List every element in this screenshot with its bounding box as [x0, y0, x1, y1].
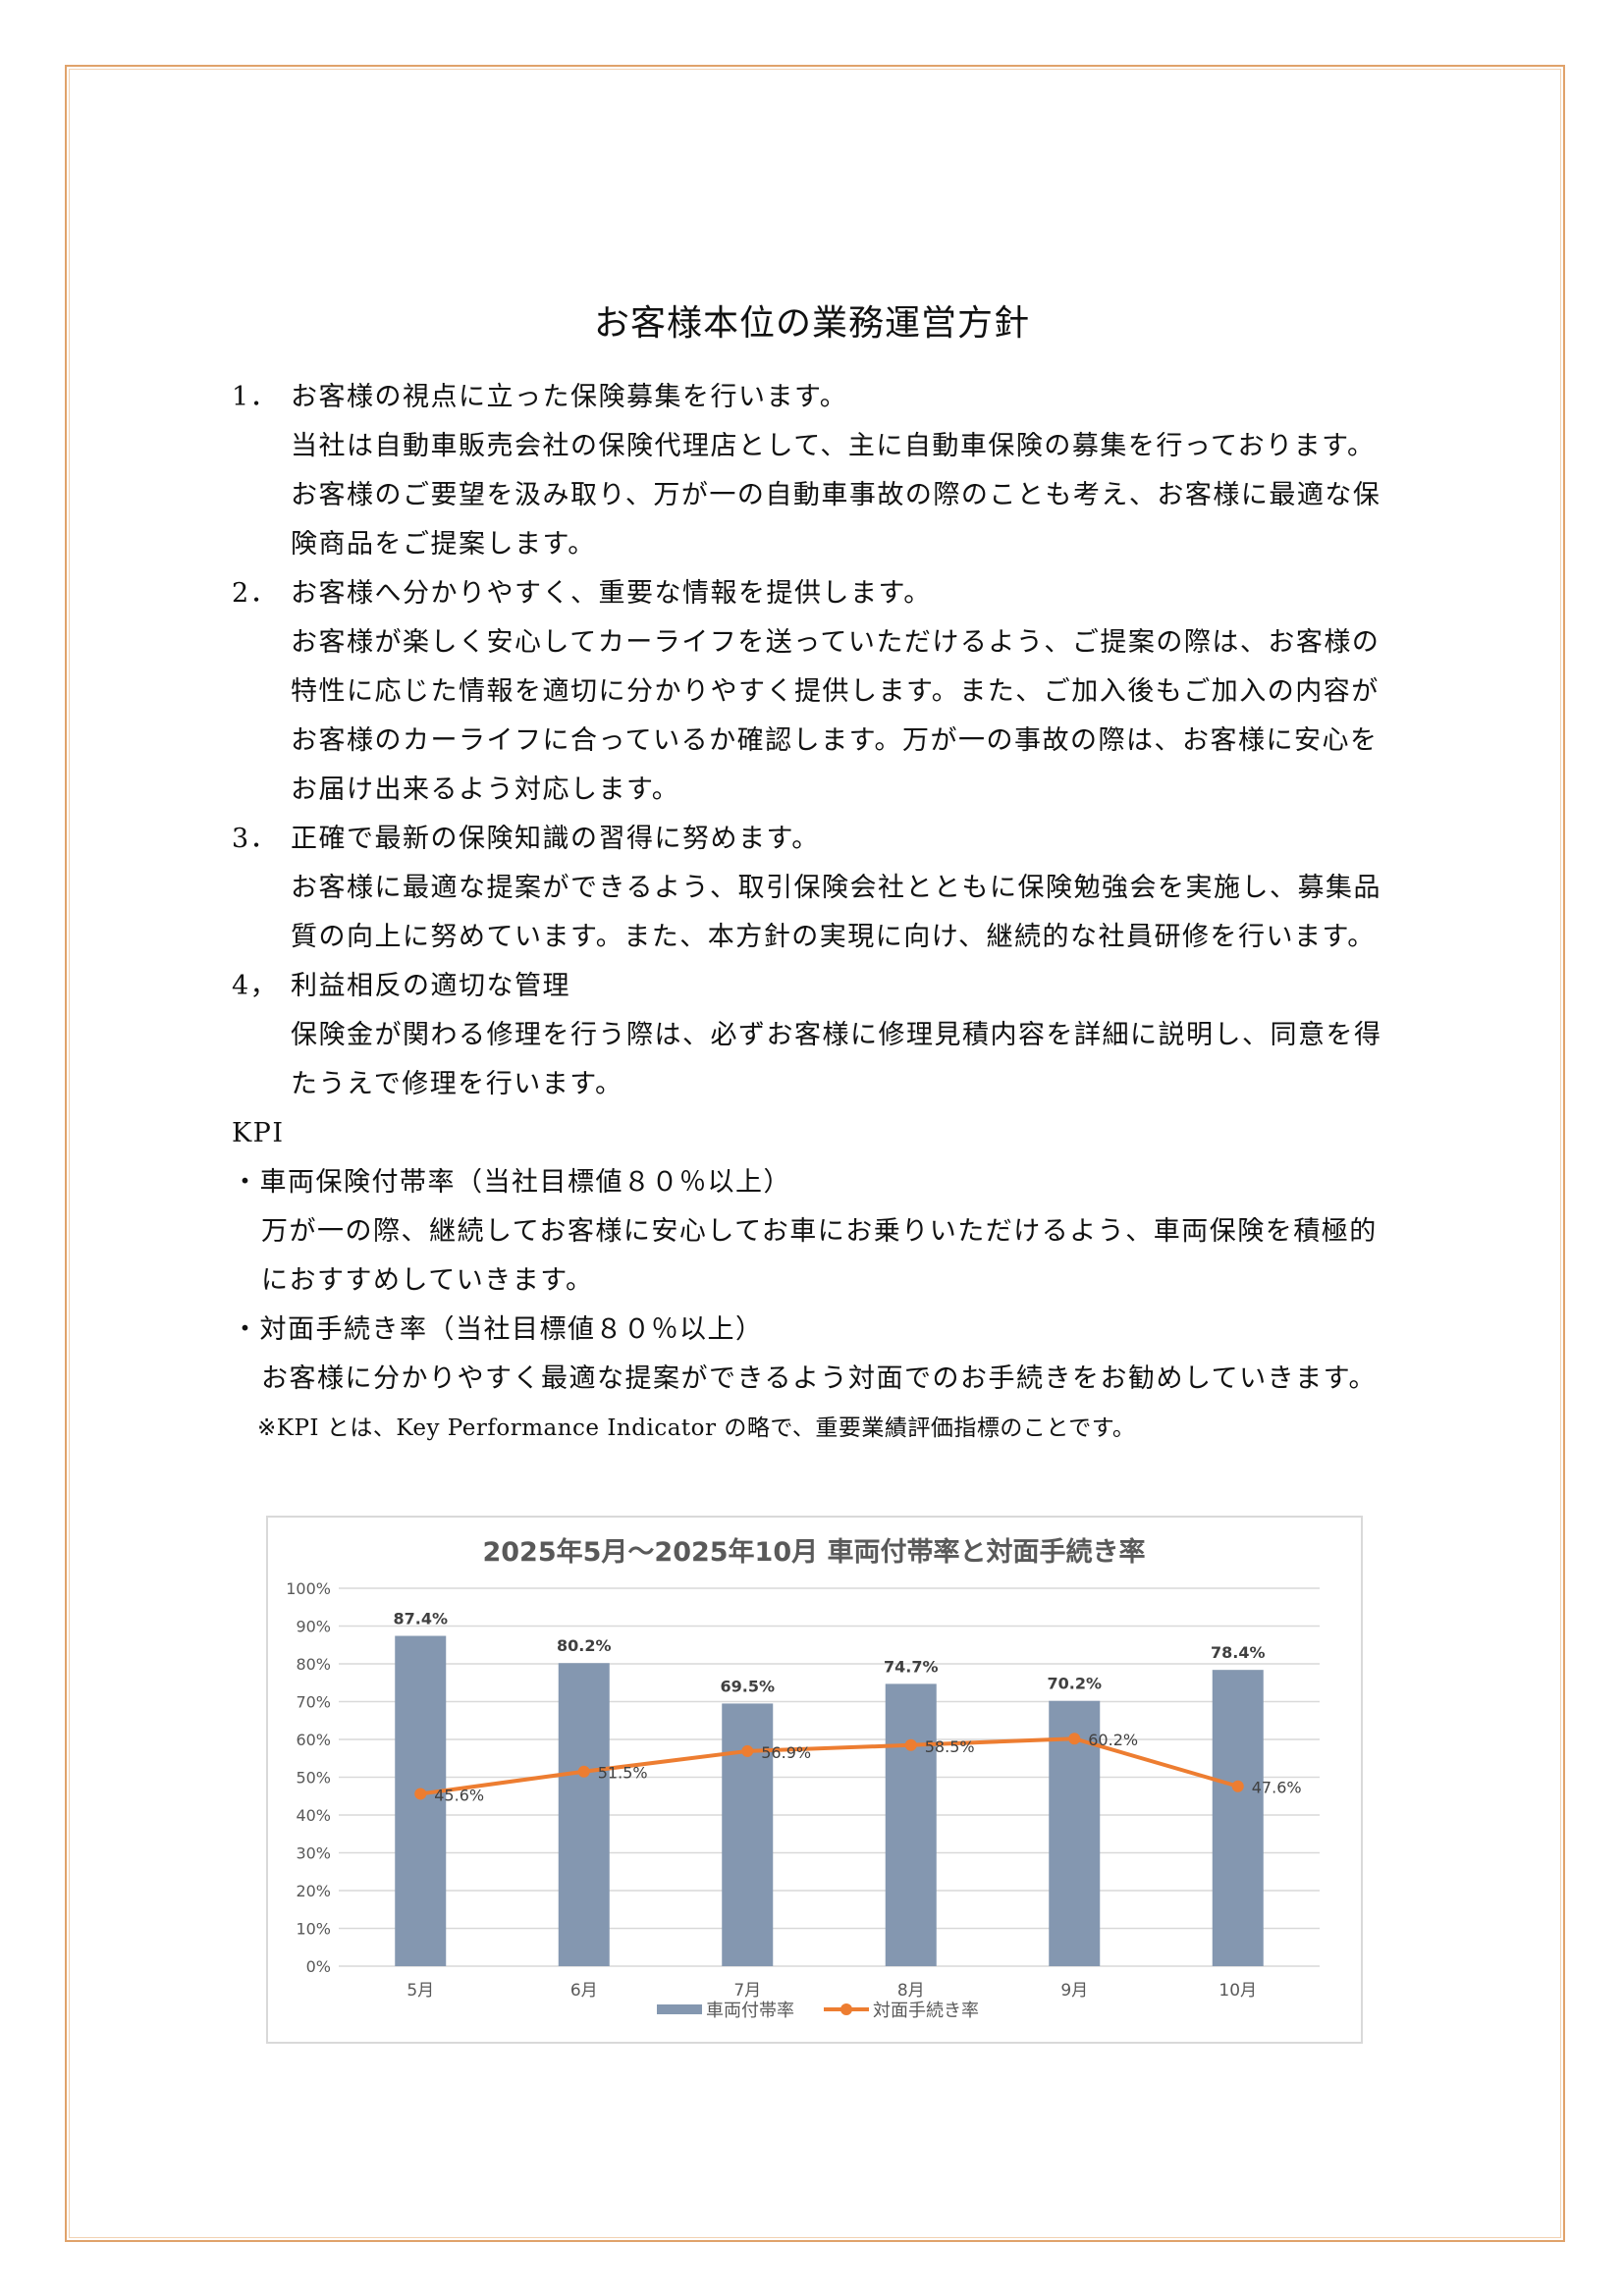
section-line: 険商品をご提案します。 — [291, 529, 596, 560]
line-data-label: 47.6% — [1252, 1779, 1302, 1797]
chart-title: 2025年5月～2025年10月 車両付帯率と対面手続き率 — [482, 1536, 1145, 1568]
bar-data-label: 80.2% — [557, 1636, 612, 1655]
section-heading: 3． 正確で最新の保険知識の習得に努めます。 — [232, 815, 1430, 864]
page-title: お客様本位の業務運営方針 — [593, 303, 1030, 344]
x-tick-label: 7月 — [733, 1981, 761, 2001]
section-line: たうえで修理を行います。 — [291, 1069, 623, 1099]
legend-bar-swatch — [657, 2004, 702, 2014]
y-tick-label: 90% — [296, 1618, 331, 1636]
x-tick-label: 5月 — [406, 1981, 434, 2001]
y-tick-label: 80% — [296, 1655, 331, 1674]
section-heading-text: お客様へ分かりやすく、重要な情報を提供します。 — [291, 578, 932, 609]
section-line: お届け出来るよう対応します。 — [291, 774, 680, 805]
line-data-label: 60.2% — [1088, 1731, 1138, 1749]
x-tick-label: 8月 — [897, 1981, 925, 2001]
line-series — [419, 1736, 1239, 1796]
x-tick-label: 9月 — [1060, 1981, 1088, 2001]
section-heading-text: 正確で最新の保険知識の習得に努めます。 — [291, 824, 820, 854]
kpi-note: ※KPI とは、Key Performance Indicator の略で、重要… — [257, 1415, 1136, 1441]
bar-data-label: 78.4% — [1211, 1643, 1266, 1662]
section-line: お客様のご要望を汲み取り、万が一の自動車事故の際のことも考え、お客様に最適な保 — [291, 480, 1381, 510]
section-heading-text: お客様の視点に立った保険募集を行います。 — [291, 382, 848, 412]
kpi-item-title: ・車両保険付帯率（当社目標値８０％以上） — [232, 1167, 791, 1198]
bar-6月 — [558, 1663, 610, 1966]
policy-body: 1． お客様の視点に立った保険募集を行います。当社は自動車販売会社の保険代理店とし… — [232, 373, 1430, 1453]
y-tick-label: 10% — [296, 1920, 331, 1939]
section-line: 質の向上に努めています。また、本方針の実現に向け、継続的な社員研修を行います。 — [291, 922, 1376, 952]
line-point — [1068, 1733, 1081, 1745]
bar-5月 — [395, 1635, 447, 1966]
section-heading-text: 利益相反の適切な管理 — [291, 971, 570, 1001]
kpi-heading: KPI — [232, 1118, 285, 1148]
line-point — [1231, 1780, 1244, 1792]
line-point — [577, 1765, 590, 1778]
section-line: 特性に応じた情報を適切に分かりやすく提供します。また、ご加入後もご加入の内容が — [291, 676, 1380, 707]
y-tick-label: 100% — [286, 1579, 331, 1598]
line-data-label: 45.6% — [434, 1786, 484, 1804]
section-number: 2． — [232, 578, 279, 609]
y-tick-label: 50% — [296, 1769, 331, 1788]
section-line: お客様のカーライフに合っているか確認します。万が一の事故の際は、お客様に安心を — [291, 725, 1379, 756]
legend-line-label: 対面手続き率 — [873, 2001, 979, 2021]
y-tick-label: 30% — [296, 1844, 331, 1863]
y-tick-label: 0% — [306, 1957, 331, 1976]
bar-data-label: 69.5% — [720, 1677, 775, 1695]
section-line: 保険金が関わる修理を行う際は、必ずお客様に修理見積内容を詳細に説明し、同意を得 — [291, 1020, 1382, 1050]
kpi-item-title: ・対面手続き率（当社目標値８０％以上） — [232, 1314, 764, 1345]
bar-8月 — [885, 1683, 937, 1966]
section-number: 3． — [232, 824, 279, 854]
section-heading: 4， 利益相反の適切な管理 — [232, 962, 1430, 1011]
line-data-label: 58.5% — [925, 1737, 975, 1756]
page-border — [65, 65, 1565, 2242]
line-point — [414, 1788, 427, 1800]
legend-line-marker — [840, 2003, 852, 2015]
line-data-label: 56.9% — [761, 1743, 811, 1762]
y-tick-label: 20% — [296, 1882, 331, 1900]
x-tick-label: 6月 — [570, 1981, 598, 2001]
y-tick-label: 40% — [296, 1806, 331, 1825]
line-point — [904, 1738, 917, 1751]
section-number: 1． — [232, 382, 279, 412]
chart-svg: 2025年5月～2025年10月 車両付帯率と対面手続き率 0% 10% 20% 30%… — [286, 1536, 1320, 2021]
kpi-item-line: 万が一の際、継続してお客様に安心してお車にお乗りいただけるよう、車両保険を積極的 — [261, 1216, 1378, 1247]
bar-data-label: 70.2% — [1047, 1675, 1102, 1693]
kpi-item-line: お客様に分かりやすく最適な提案ができるよう対面でのお手続きをお勧めしていきます。 — [261, 1363, 1377, 1394]
section-heading: 1． お客様の視点に立った保険募集を行います。 — [232, 373, 1430, 422]
kpi-chart: 2025年5月～2025年10月 車両付帯率と対面手続き率 0% 10% 20% 30%… — [266, 1516, 1363, 2044]
y-tick-label: 60% — [296, 1731, 331, 1749]
bar-data-label: 74.7% — [884, 1657, 939, 1676]
y-tick-label: 70% — [296, 1693, 331, 1712]
section-line: お客様が楽しく安心してカーライフを送っていただけるよう、ご提案の際は、お客様の — [291, 627, 1380, 658]
bar-data-label: 87.4% — [393, 1610, 448, 1629]
kpi-item-line: におすすめしていきます。 — [261, 1265, 594, 1296]
section-heading: 2． お客様へ分かりやすく、重要な情報を提供します。 — [232, 569, 1430, 618]
line-data-label: 51.5% — [598, 1764, 648, 1783]
section-line: お客様に最適な提案ができるよう、取引保険会社とともに保険勉強会を実施し、募集品 — [291, 873, 1381, 903]
legend-bar-label: 車両付帯率 — [706, 2001, 794, 2021]
x-tick-label: 10月 — [1218, 1981, 1257, 2001]
section-number: 4， — [232, 971, 279, 1001]
section-line: 当社は自動車販売会社の保険代理店として、主に自動車保険の募集を行っております。 — [291, 431, 1376, 461]
line-point — [741, 1744, 754, 1757]
bar-10月 — [1212, 1670, 1264, 1966]
